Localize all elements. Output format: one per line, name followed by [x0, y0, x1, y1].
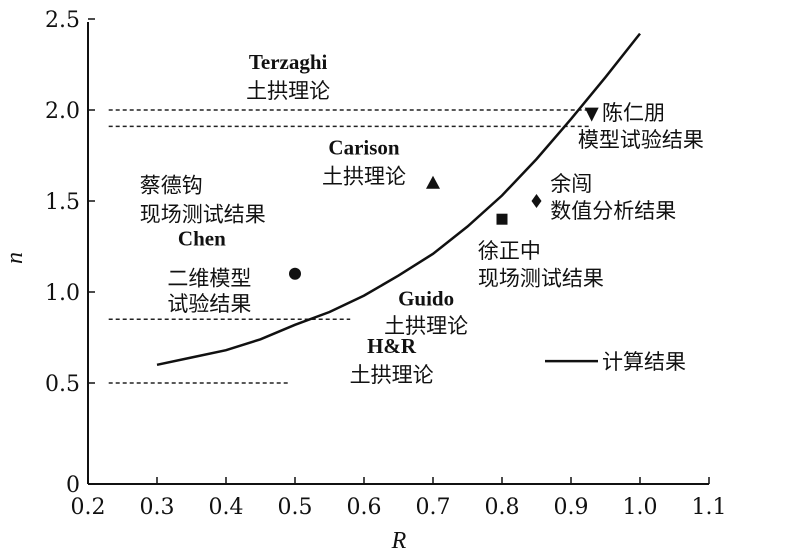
annotation-label: 土拱理论: [384, 314, 468, 338]
annotation-label: Guido: [398, 286, 454, 310]
x-tick-label: 1.0: [623, 495, 658, 520]
y-tick-label: 2.0: [45, 99, 80, 124]
y-tick-label: 2.5: [45, 8, 80, 33]
x-tick-label: 1.1: [692, 495, 727, 520]
annotation-label: 试验结果: [167, 292, 251, 316]
annotation-label: 二维模型: [167, 266, 251, 290]
annotation-label: 土拱理论: [350, 363, 434, 387]
y-tick-label: 0.5: [45, 372, 80, 397]
x-tick-label: 0.3: [140, 495, 175, 520]
point-triangle-up: [426, 175, 440, 189]
annotation-label: 徐正中: [478, 239, 541, 263]
annotation-label: 数值分析结果: [550, 199, 676, 223]
point-circle: [289, 267, 301, 280]
point-diamond: [531, 194, 542, 208]
x-tick-label: 0.2: [71, 495, 106, 520]
x-tick-label: 0.7: [416, 495, 451, 520]
annotation-label: Carison: [328, 135, 399, 159]
annotation-label: 土拱理论: [322, 165, 406, 189]
y-tick-label: 0: [66, 473, 80, 498]
annotation-label: Terzaghi: [249, 50, 328, 74]
annotation-label: 蔡德钩: [140, 174, 203, 198]
y-axis-label: n: [2, 252, 28, 264]
point-triangle-down: [584, 107, 599, 122]
annotation-label: 现场测试结果: [140, 203, 266, 227]
x-tick-label: 0.8: [485, 495, 520, 520]
annotation-label: Chen: [178, 226, 226, 250]
y-tick-label: 1.5: [45, 190, 80, 215]
x-tick-label: 0.4: [209, 495, 244, 520]
point-square: [496, 213, 508, 225]
annotation-label: 现场测试结果: [478, 266, 604, 290]
annotation-label: 土拱理论: [246, 79, 330, 103]
x-tick-label: 0.5: [278, 495, 313, 520]
series-line-calculated: [156, 32, 641, 367]
annotation-label: 陈仁朋: [602, 101, 665, 125]
annotation-label: 模型试验结果: [578, 128, 704, 152]
annotation-label: 余闯: [550, 172, 592, 196]
x-tick-label: 0.6: [347, 495, 382, 520]
y-tick-label: 1.0: [45, 281, 80, 306]
legend-label: 计算结果: [602, 350, 686, 374]
annotation-label: H&R: [367, 334, 417, 358]
x-axis-label: R: [391, 528, 407, 554]
legend: 计算结果: [545, 350, 686, 374]
x-tick-label: 0.9: [554, 495, 589, 520]
